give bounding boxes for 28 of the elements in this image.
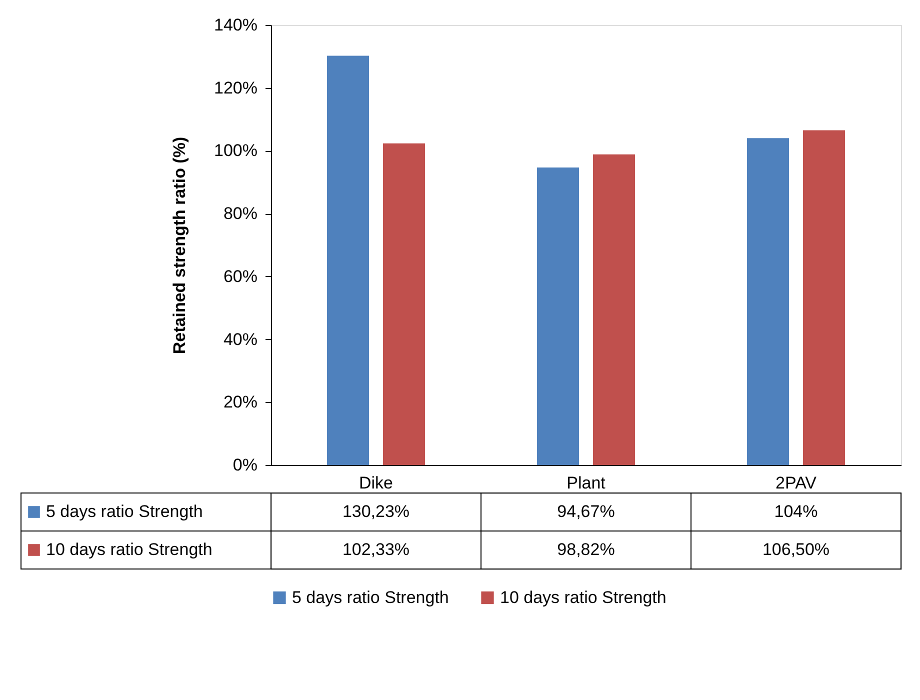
bar (537, 167, 579, 465)
text: 5 days ratio Strength (46, 502, 203, 521)
y-axis-title: Retained strength ratio (%) (170, 136, 190, 354)
y-tick-label: 120% (214, 78, 258, 98)
y-tick-label: 80% (223, 204, 258, 224)
bar (327, 56, 369, 465)
x-tick-label: Dike (358, 474, 394, 492)
data-label: 104% (774, 502, 818, 521)
bar (383, 143, 425, 465)
legend-label: 5 days ratio Strength (292, 588, 449, 607)
data-label: 98,82% (557, 540, 615, 559)
y-tick-label: 60% (223, 266, 258, 286)
y-tick-label: 20% (223, 392, 258, 412)
bar (803, 130, 845, 465)
x-tick-label: Plant (566, 474, 606, 492)
y-tick-label: 100% (214, 141, 258, 160)
data-label: 102,33% (342, 540, 410, 559)
y-tick-label: 0% (232, 456, 258, 474)
x-tick-label: 2PAV (776, 474, 818, 492)
legend-label: 10 days ratio Strength (500, 588, 666, 607)
data-label: 106,50% (762, 540, 830, 559)
data-label: 130,23% (342, 502, 410, 521)
bar (747, 138, 789, 465)
y-tick-label: 40% (223, 330, 258, 349)
y-tick-label: 140% (214, 16, 258, 34)
data-label: 94,67% (557, 502, 615, 521)
bar (593, 154, 635, 465)
text: 10 days ratio Strength (46, 540, 212, 559)
